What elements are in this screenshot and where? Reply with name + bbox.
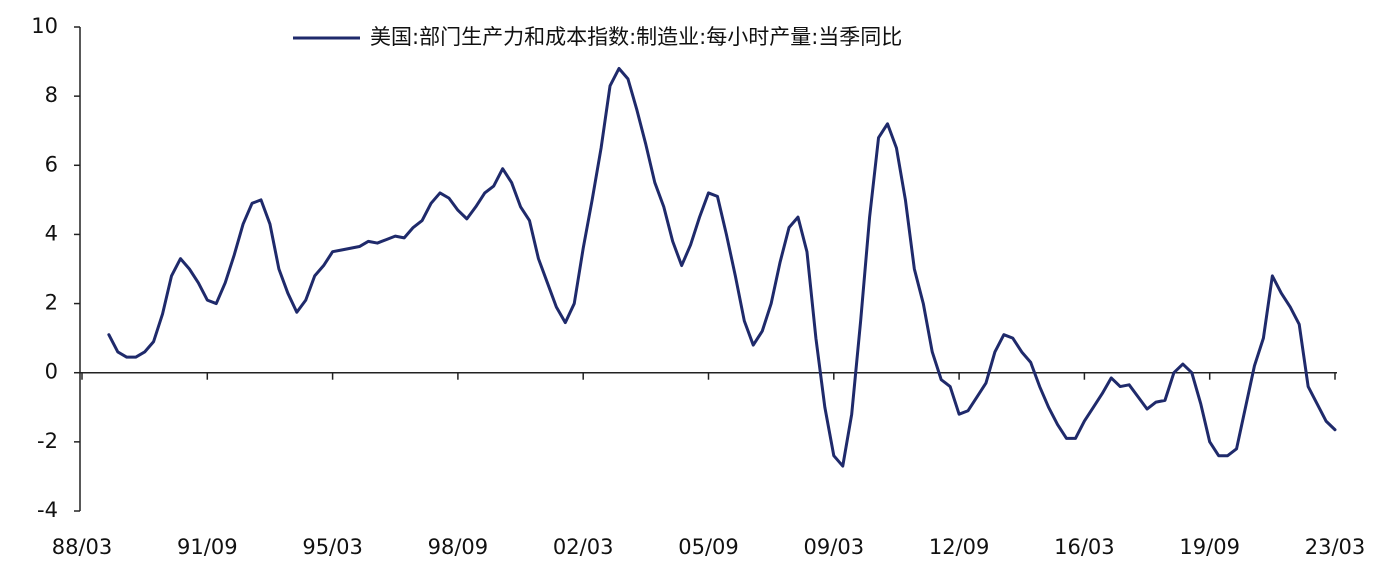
x-tick-label: 16/03 [1054, 535, 1115, 559]
line-series [107, 66, 1337, 468]
x-tick-label: 02/03 [553, 535, 614, 559]
x-tick-label: 05/09 [678, 535, 739, 559]
x-tick-label: 98/09 [428, 535, 489, 559]
x-tick-label: 88/03 [52, 535, 113, 559]
y-tick-label: 0 [45, 360, 58, 384]
y-tick-label: 8 [45, 83, 58, 107]
y-tick-label: 4 [45, 221, 58, 245]
y-tick-label: 10 [31, 14, 58, 38]
x-tick-label: 95/03 [302, 535, 363, 559]
x-tick-label: 12/09 [929, 535, 990, 559]
legend-label: 美国:部门生产力和成本指数:制造业:每小时产量:当季同比 [370, 25, 902, 49]
y-tick-label: 2 [45, 291, 58, 315]
y-tick-label: -4 [37, 498, 58, 522]
x-tick-label: 91/09 [177, 535, 238, 559]
x-tick-label: 09/03 [804, 535, 865, 559]
y-tick-label: 6 [45, 152, 58, 176]
y-tick-label: -2 [37, 429, 58, 453]
x-tick-label: 23/03 [1305, 535, 1366, 559]
x-tick-label: 19/09 [1179, 535, 1240, 559]
